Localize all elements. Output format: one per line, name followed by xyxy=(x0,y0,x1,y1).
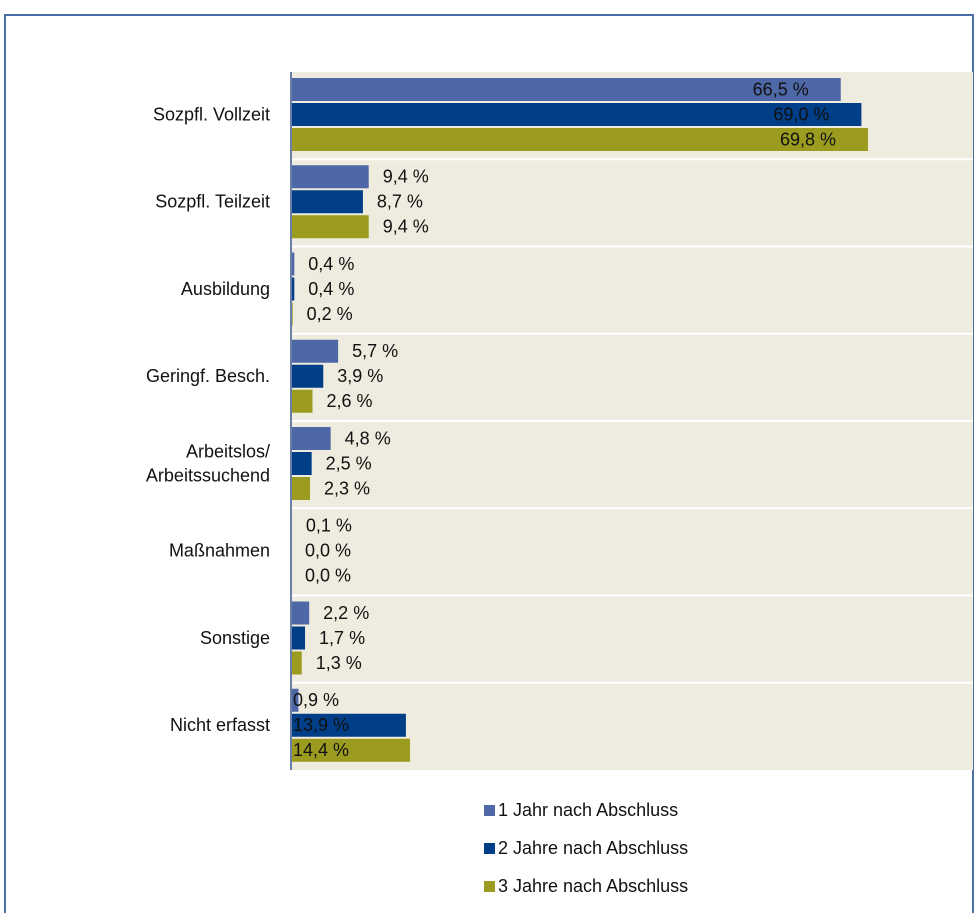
bar xyxy=(291,252,295,276)
data-label: 9,4 % xyxy=(383,217,429,237)
y-tick-label: Ausbildung xyxy=(181,279,270,299)
data-label: 66,5 % xyxy=(753,79,809,99)
y-tick-label-line: Arbeitssuchend xyxy=(146,465,270,485)
bar xyxy=(291,452,312,475)
data-label: 0,4 % xyxy=(308,279,354,299)
bar xyxy=(291,190,363,214)
y-tick-label: Sonstige xyxy=(200,628,270,648)
legend-swatch xyxy=(484,843,495,854)
data-label: 2,3 % xyxy=(324,478,370,498)
bar xyxy=(291,389,313,413)
legend-label: 1 Jahr nach Abschluss xyxy=(498,800,678,820)
legend-swatch xyxy=(484,881,495,892)
data-label: 2,5 % xyxy=(326,453,372,473)
data-label: 0,2 % xyxy=(307,304,353,324)
data-label: 1,3 % xyxy=(316,653,362,673)
bar xyxy=(291,738,411,762)
legend-label: 2 Jahre nach Abschluss xyxy=(498,838,688,858)
y-tick-label: Nicht erfasst xyxy=(170,715,270,735)
bar xyxy=(291,165,369,189)
data-label: 1,7 % xyxy=(319,628,365,648)
data-label: 9,4 % xyxy=(383,167,429,187)
bar xyxy=(291,339,339,363)
y-tick-label: Maßnahmen xyxy=(169,541,270,561)
data-label: 14,4 % xyxy=(293,740,349,760)
bar xyxy=(291,651,302,675)
data-label: 0,9 % xyxy=(293,690,339,710)
data-label: 2,6 % xyxy=(326,391,372,411)
bar xyxy=(291,215,369,239)
data-label: 69,8 % xyxy=(780,129,836,149)
data-label: 4,8 % xyxy=(345,428,391,448)
y-tick-label-line: Arbeitslos/ xyxy=(186,441,270,461)
data-label: 0,4 % xyxy=(308,254,354,274)
data-label: 13,9 % xyxy=(293,715,349,735)
y-tick-label: Arbeitslos/Arbeitssuchend xyxy=(146,441,270,485)
bar xyxy=(291,688,299,712)
y-tick-label: Sozpfl. Vollzeit xyxy=(153,104,270,124)
bar xyxy=(291,277,295,301)
data-label: 8,7 % xyxy=(377,192,423,212)
bar xyxy=(291,78,841,101)
bar xyxy=(291,128,869,151)
bar xyxy=(291,103,862,126)
data-label: 2,2 % xyxy=(323,603,369,623)
y-tick-label: Geringf. Besch. xyxy=(146,366,270,386)
bar xyxy=(291,601,310,625)
legend-label: 3 Jahre nach Abschluss xyxy=(498,876,688,896)
bar xyxy=(291,427,331,450)
y-tick-label: Sozpfl. Teilzeit xyxy=(155,192,270,212)
data-label: 0,1 % xyxy=(306,516,352,536)
data-label: 0,0 % xyxy=(305,566,351,586)
bar xyxy=(291,713,406,737)
legend-swatch xyxy=(484,805,495,816)
bar xyxy=(291,626,306,650)
bar xyxy=(291,477,311,500)
bar xyxy=(291,364,324,388)
data-label: 3,9 % xyxy=(337,366,383,386)
data-label: 69,0 % xyxy=(773,104,829,124)
data-label: 5,7 % xyxy=(352,341,398,361)
data-label: 0,0 % xyxy=(305,541,351,561)
